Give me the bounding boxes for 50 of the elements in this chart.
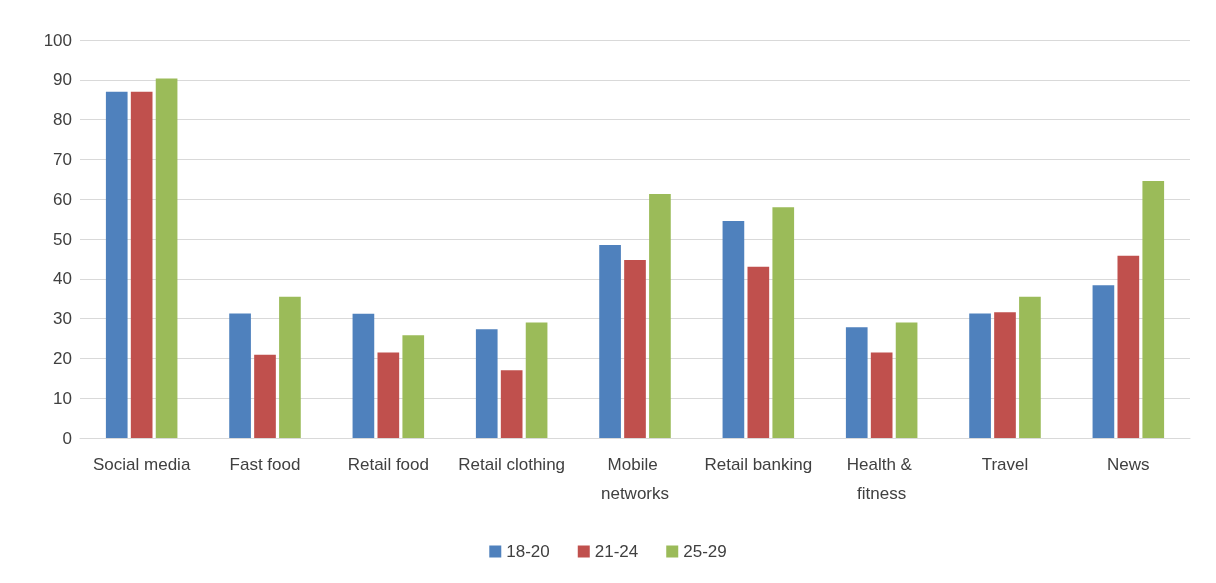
bar [1019, 296, 1041, 438]
x-tick-label: Retail food [347, 455, 429, 474]
bar [969, 313, 991, 438]
x-tick-label: Social media [93, 455, 191, 474]
bar [772, 207, 795, 438]
bar [500, 370, 523, 438]
bar [845, 327, 868, 438]
bar [1142, 180, 1165, 438]
bar [722, 221, 745, 438]
bar [624, 260, 646, 438]
bar [475, 329, 498, 438]
x-tick-label: Fast food [229, 455, 301, 474]
y-tick-label: 50 [53, 229, 72, 249]
legend-label: 25-29 [683, 542, 727, 561]
bar [1092, 285, 1115, 438]
x-tick-label: Travel [981, 455, 1029, 474]
bar [599, 244, 621, 438]
x-tick-label: News [1107, 455, 1150, 474]
bar [105, 91, 128, 438]
bar [254, 354, 276, 438]
y-tick-label: 90 [53, 70, 72, 90]
legend-label: 18-20 [506, 542, 550, 561]
x-tick-label: Mobile networks [600, 455, 670, 503]
x-tick-label: Health & fitness [846, 455, 917, 503]
bar [870, 352, 893, 438]
y-tick-label: 80 [53, 110, 72, 130]
bar [994, 312, 1016, 438]
y-tick-label: 30 [53, 309, 72, 329]
bar [1117, 255, 1140, 438]
y-tick-label: 0 [62, 428, 72, 448]
bar [895, 322, 918, 438]
y-tick-label: 70 [53, 149, 72, 169]
bar [402, 335, 425, 438]
y-tick-label: 60 [53, 189, 72, 209]
bar [130, 91, 153, 438]
bar [747, 266, 770, 438]
bar [377, 352, 400, 438]
y-tick-label: 100 [43, 30, 72, 50]
bar [525, 322, 548, 438]
y-tick-label: 20 [53, 348, 72, 368]
y-tick-label: 40 [53, 269, 72, 289]
x-tick-label: Retail banking [704, 455, 813, 474]
bar [649, 194, 671, 438]
y-tick-label: 10 [53, 388, 72, 408]
legend-label: 21-24 [594, 542, 639, 561]
bar [155, 78, 178, 438]
bar [352, 313, 375, 438]
x-tick-label: Retail clothing [458, 455, 566, 474]
bar [229, 313, 251, 438]
bar [279, 296, 301, 438]
